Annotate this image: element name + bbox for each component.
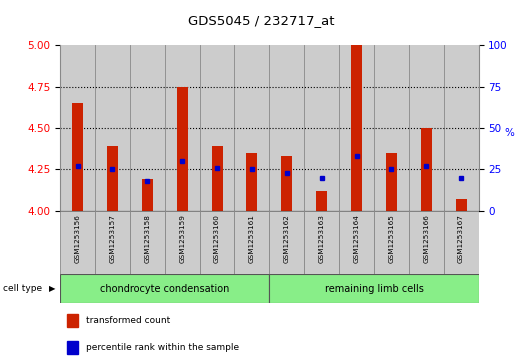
Bar <box>269 211 304 274</box>
Text: remaining limb cells: remaining limb cells <box>324 284 424 294</box>
Text: GSM1253167: GSM1253167 <box>458 214 464 262</box>
Text: transformed count: transformed count <box>86 316 170 325</box>
Bar <box>409 45 444 211</box>
Text: GSM1253166: GSM1253166 <box>423 214 429 262</box>
Bar <box>130 211 165 274</box>
Bar <box>72 103 83 211</box>
Bar <box>165 45 200 211</box>
Bar <box>177 87 188 211</box>
Text: chondrocyte condensation: chondrocyte condensation <box>100 284 230 294</box>
Bar <box>420 128 432 211</box>
Text: GSM1253162: GSM1253162 <box>284 214 290 262</box>
Bar <box>444 45 479 211</box>
Text: GSM1253159: GSM1253159 <box>179 214 185 262</box>
Text: GSM1253156: GSM1253156 <box>75 214 81 262</box>
Bar <box>351 45 362 211</box>
Bar <box>246 153 257 211</box>
Bar <box>444 211 479 274</box>
Bar <box>67 314 77 327</box>
Text: GSM1253158: GSM1253158 <box>144 214 150 262</box>
Y-axis label: %: % <box>504 128 514 138</box>
Bar <box>304 211 339 274</box>
Bar <box>339 211 374 274</box>
Bar <box>374 45 409 211</box>
Bar <box>269 45 304 211</box>
Bar <box>409 211 444 274</box>
Bar <box>374 211 409 274</box>
Bar <box>456 199 467 211</box>
Bar <box>130 45 165 211</box>
Bar <box>339 45 374 211</box>
Bar <box>316 191 327 211</box>
Bar <box>60 274 269 303</box>
Bar <box>386 153 397 211</box>
Bar <box>95 45 130 211</box>
Text: GSM1253161: GSM1253161 <box>249 214 255 262</box>
Bar <box>142 179 153 211</box>
Bar <box>281 156 292 211</box>
Bar <box>60 211 95 274</box>
Bar <box>200 45 234 211</box>
Bar <box>234 211 269 274</box>
Bar <box>60 45 95 211</box>
Text: GSM1253157: GSM1253157 <box>109 214 116 262</box>
Bar <box>67 341 77 354</box>
Bar <box>95 211 130 274</box>
Text: ▶: ▶ <box>50 284 56 293</box>
Text: GSM1253160: GSM1253160 <box>214 214 220 262</box>
Text: GSM1253163: GSM1253163 <box>319 214 325 262</box>
Text: percentile rank within the sample: percentile rank within the sample <box>86 343 239 352</box>
Text: GSM1253164: GSM1253164 <box>354 214 359 262</box>
Text: cell type: cell type <box>3 284 42 293</box>
Bar <box>269 274 479 303</box>
Bar <box>200 211 234 274</box>
Bar <box>211 146 223 211</box>
Bar <box>234 45 269 211</box>
Text: GSM1253165: GSM1253165 <box>389 214 394 262</box>
Text: GDS5045 / 232717_at: GDS5045 / 232717_at <box>188 15 335 28</box>
Bar <box>165 211 200 274</box>
Bar <box>304 45 339 211</box>
Bar <box>107 146 118 211</box>
